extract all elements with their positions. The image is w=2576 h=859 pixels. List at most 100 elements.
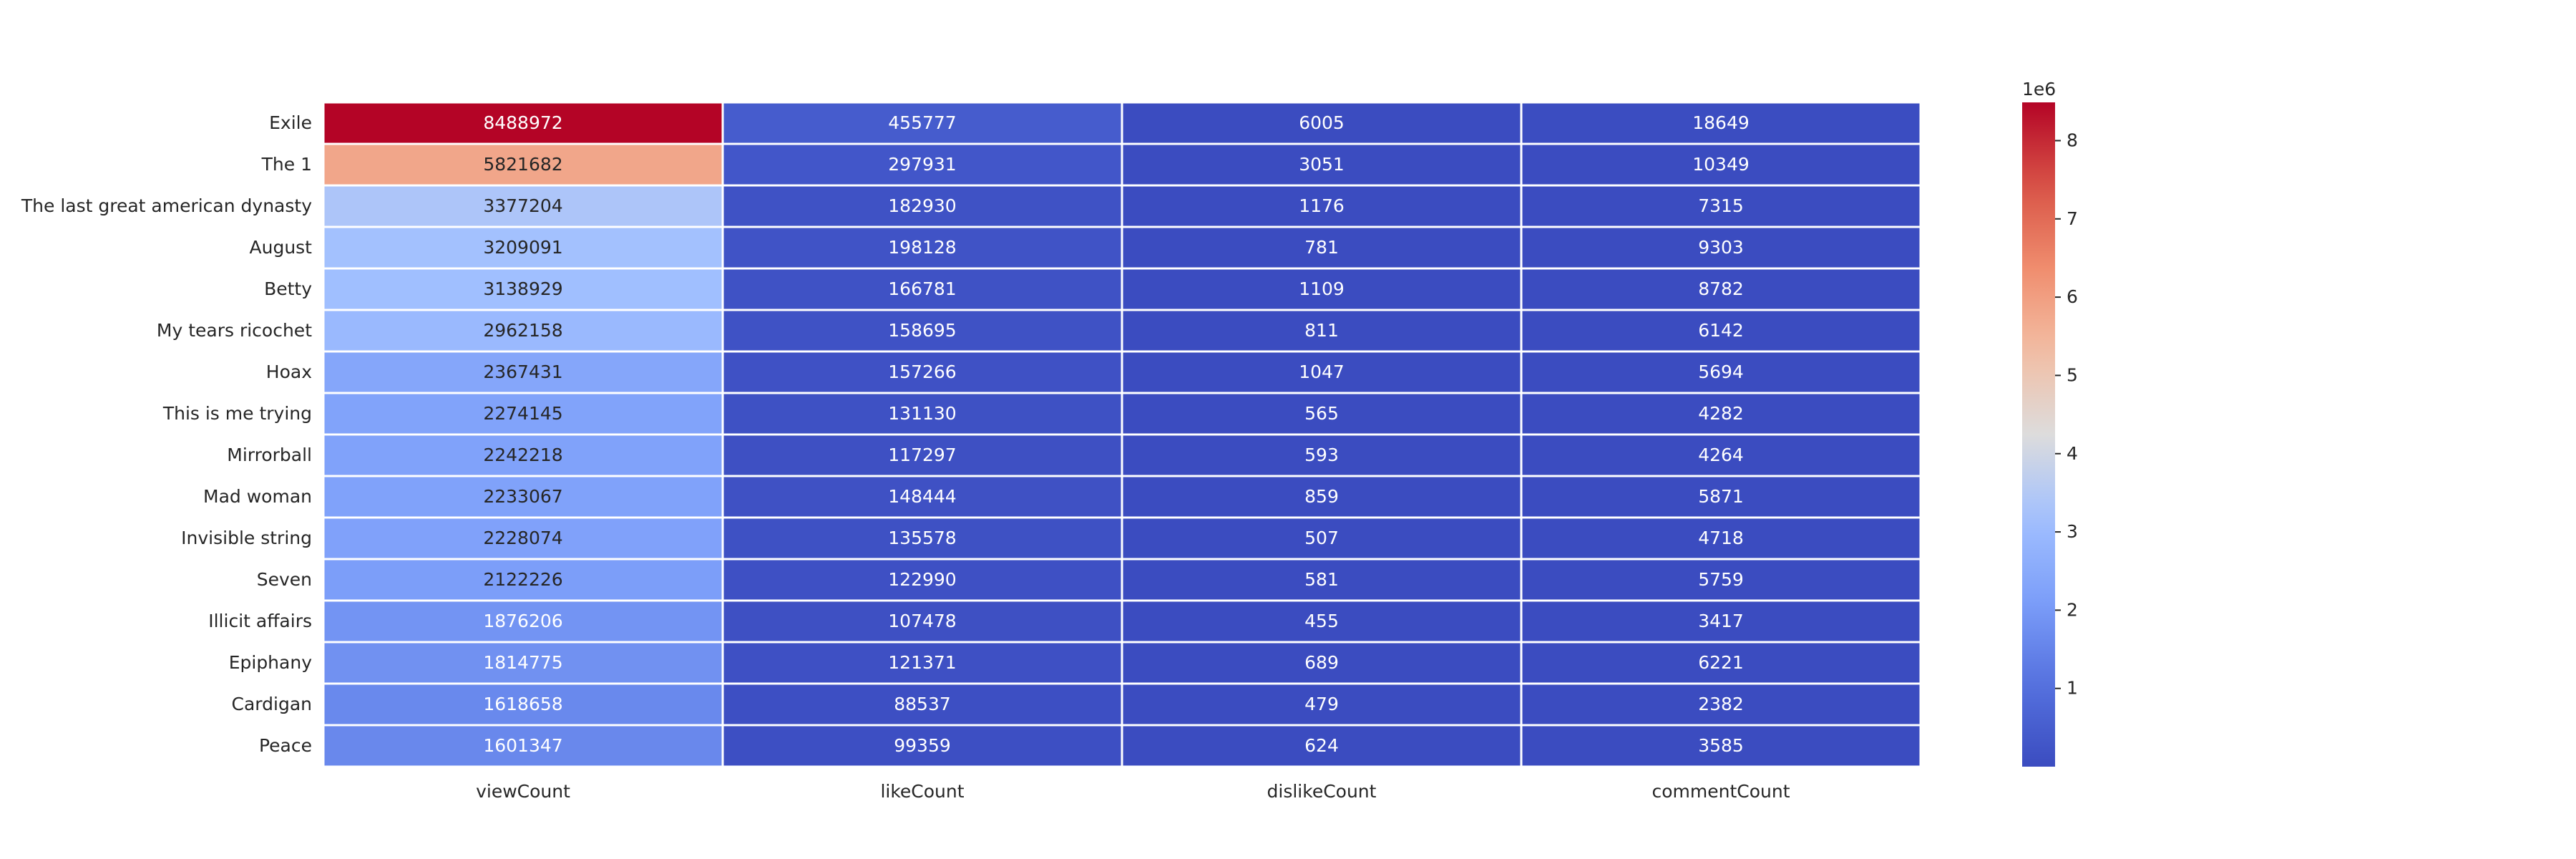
cell-value-label: 2122226 [483, 569, 562, 590]
cell-value-label: 811 [1304, 320, 1339, 341]
colorbar-multiplier-label: 1e6 [2022, 79, 2056, 100]
heatmap-cell [1121, 350, 1523, 394]
heatmap-cell [721, 641, 1123, 685]
cell-value-label: 6221 [1698, 652, 1744, 673]
column-labels: viewCount likeCount dislikeCount commentCou… [476, 781, 1790, 802]
heatmap-cell [1121, 682, 1523, 727]
cell-value-label: 624 [1304, 735, 1339, 756]
row-label: Invisible string [181, 528, 312, 548]
cell-value-label: 107478 [888, 611, 956, 631]
heatmap-cell [1520, 724, 1922, 768]
heatmap-cell [1121, 599, 1523, 644]
colorbar: 1e6 1 2 3 4 5 6 7 8 [2022, 79, 2078, 767]
cell-value-label: 689 [1304, 652, 1339, 673]
heatmap-cell [721, 267, 1123, 311]
cell-value-label: 6005 [1299, 112, 1345, 133]
row-label: Illicit affairs [208, 611, 312, 631]
heatmap-cell [322, 475, 724, 519]
cell-value-label: 182930 [888, 195, 956, 216]
colorbar-tick-label: 2 [2067, 599, 2078, 620]
heatmap-cell [721, 184, 1123, 228]
cell-value-label: 2274145 [483, 403, 562, 424]
heatmap-cell [721, 516, 1123, 560]
cell-value-label: 4264 [1698, 445, 1744, 465]
colorbar-tick-label: 5 [2067, 364, 2078, 385]
cell-value-label: 455777 [888, 112, 956, 133]
cell-value-label: 297931 [888, 154, 956, 175]
heatmap-cell [322, 724, 724, 768]
cell-value-label: 7315 [1698, 195, 1744, 216]
cell-value-label: 88537 [894, 694, 951, 714]
row-label: Mad woman [203, 486, 312, 507]
cell-value-label: 1176 [1299, 195, 1345, 216]
heatmap-cell [721, 599, 1123, 644]
cell-value-label: 158695 [888, 320, 956, 341]
colorbar-tick-label: 8 [2067, 130, 2078, 150]
column-label: likeCount [880, 781, 964, 802]
cell-value-label: 122990 [888, 569, 956, 590]
cell-value-label: 1876206 [483, 611, 562, 631]
heatmap-cell [1121, 309, 1523, 353]
cell-value-label: 2367431 [483, 361, 562, 382]
heatmap-cell [1520, 267, 1922, 311]
row-label: Epiphany [229, 652, 312, 673]
heatmap-cell [1121, 558, 1523, 602]
cell-value-label: 5759 [1698, 569, 1744, 590]
row-label: The last great american dynasty [21, 195, 312, 216]
cell-value-label: 10349 [1692, 154, 1750, 175]
heatmap-cell [322, 392, 724, 436]
cell-value-label: 781 [1304, 237, 1339, 258]
heatmap-cell [1121, 267, 1523, 311]
cell-value-label: 593 [1304, 445, 1339, 465]
cell-value-label: 565 [1304, 403, 1339, 424]
heatmap-cell [1520, 516, 1922, 560]
heatmap-cell [1520, 142, 1922, 187]
heatmap-cell [1520, 641, 1922, 685]
row-labels: Exile The 1 The last great american dynast… [21, 112, 312, 756]
cell-value-label: 1109 [1299, 278, 1345, 299]
cell-value-label: 3209091 [483, 237, 562, 258]
row-label: This is me trying [162, 403, 312, 424]
column-label: commentCount [1652, 781, 1790, 802]
colorbar-tick-label: 4 [2067, 443, 2078, 464]
heatmap-cell [1520, 558, 1922, 602]
cell-value-label: 507 [1304, 528, 1339, 548]
column-label: viewCount [476, 781, 570, 802]
cell-value-label: 8488972 [483, 112, 562, 133]
heatmap-cell [1121, 392, 1523, 436]
cell-value-label: 6142 [1698, 320, 1744, 341]
row-label: Mirrorball [227, 445, 312, 465]
cell-value-label: 581 [1304, 569, 1339, 590]
cell-value-label: 3051 [1299, 154, 1345, 175]
cell-value-label: 3417 [1698, 611, 1744, 631]
row-label: The 1 [261, 154, 312, 175]
cell-value-label: 117297 [888, 445, 956, 465]
cell-value-label: 2228074 [483, 528, 562, 548]
cell-value-label: 1814775 [483, 652, 562, 673]
row-label: Hoax [266, 361, 312, 382]
row-label: August [250, 237, 313, 258]
column-label: dislikeCount [1267, 781, 1377, 802]
cell-value-label: 3138929 [483, 278, 562, 299]
colorbar-tick-label: 7 [2067, 208, 2078, 229]
cell-value-label: 479 [1304, 694, 1339, 714]
heatmap-cell [721, 142, 1123, 187]
cell-value-label: 3585 [1698, 735, 1744, 756]
cell-value-label: 131130 [888, 403, 956, 424]
cell-value-label: 8782 [1698, 278, 1744, 299]
heatmap-cell [1520, 599, 1922, 644]
cell-value-label: 1047 [1299, 361, 1345, 382]
heatmap-cell [1520, 309, 1922, 353]
heatmap-cell [322, 558, 724, 602]
cell-value-label: 2233067 [483, 486, 562, 507]
cell-value-label: 157266 [888, 361, 956, 382]
cell-value-label: 1618658 [483, 694, 562, 714]
cell-value-label: 18649 [1692, 112, 1750, 133]
heatmap-cell [322, 267, 724, 311]
heatmap-cell [322, 641, 724, 685]
cell-value-label: 1601347 [483, 735, 562, 756]
cell-value-label: 121371 [888, 652, 956, 673]
heatmap-cell [322, 599, 724, 644]
cell-value-label: 135578 [888, 528, 956, 548]
